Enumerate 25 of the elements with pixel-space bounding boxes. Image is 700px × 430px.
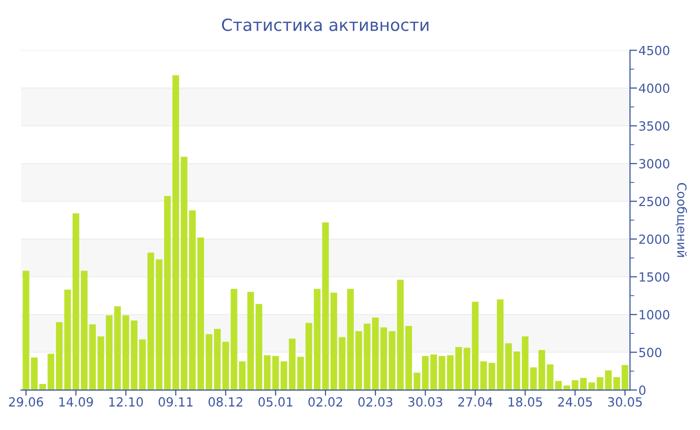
y-tick-label: 2500 xyxy=(639,196,670,206)
x-tick-label: 14.09 xyxy=(59,397,93,407)
y-tick-label: 500 xyxy=(639,348,662,358)
y-tick-label: 4000 xyxy=(638,84,670,93)
y-tick-label: 3500 xyxy=(639,121,670,131)
x-tick-label: 12.10 xyxy=(109,397,143,407)
x-tick-label: 05.01 xyxy=(258,397,292,407)
y-tick-label: 3000 xyxy=(639,159,670,168)
y-tick-label: 2000 xyxy=(639,234,670,244)
x-tick-label: 29.06 xyxy=(9,397,44,407)
x-tick-label: 08.12 xyxy=(208,397,242,407)
x-tick-label: 18.05 xyxy=(508,397,542,407)
x-tick-label: 24.05 xyxy=(558,397,592,407)
y-tick-label: 4500 xyxy=(638,46,670,56)
y-tick-label: 1500 xyxy=(640,272,670,282)
y-tick-label: 1000 xyxy=(640,310,670,320)
x-tick-label: 09.11 xyxy=(158,397,192,407)
x-tick-label: 30.03 xyxy=(408,397,442,407)
x-tick-label: 30.05 xyxy=(608,397,642,407)
x-tick-label: 02.03 xyxy=(358,397,392,407)
y-tick-label: 0 xyxy=(639,385,646,395)
chart-title: Статистика активности xyxy=(222,18,428,32)
x-tick-label: 27.04 xyxy=(458,397,492,407)
x-tick-label: 02.02 xyxy=(308,397,342,407)
y-axis-title: Сообщений xyxy=(676,183,688,257)
